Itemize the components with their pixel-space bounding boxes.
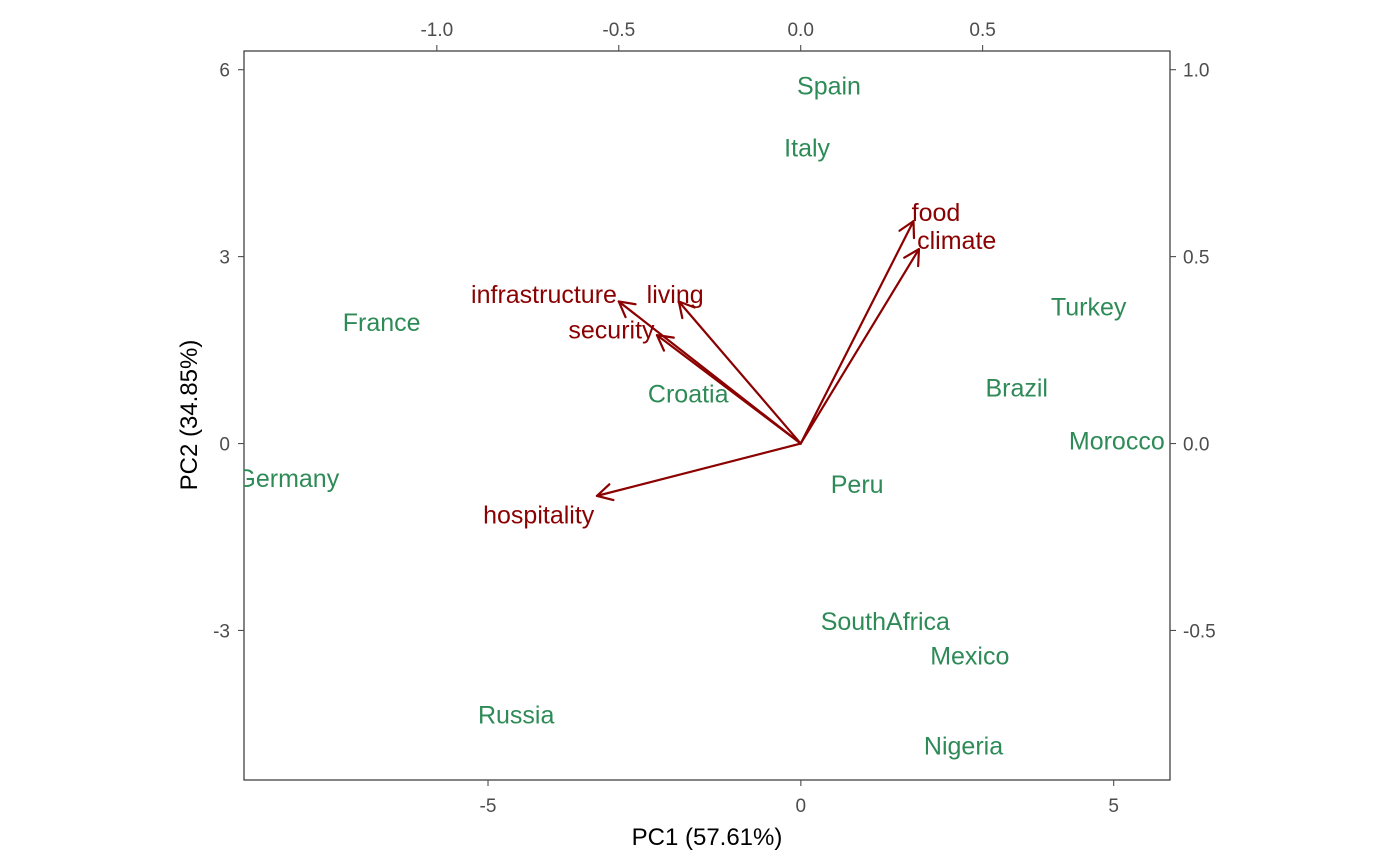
y-tick-label: -3 xyxy=(213,621,230,642)
variable-arrow xyxy=(655,334,802,445)
variable-label: food xyxy=(912,199,961,227)
right-y-tick-label: 0.0 xyxy=(1183,435,1209,456)
observation-label: Germany xyxy=(236,465,339,493)
x-axis-title: PC1 (57.61%) xyxy=(632,824,783,851)
x-tick-label: -5 xyxy=(480,796,497,817)
top-x-tick-label: 0.0 xyxy=(787,20,813,41)
x-tick-label: 5 xyxy=(1108,796,1119,817)
y-tick-label: 0 xyxy=(219,435,230,456)
variable-arrow xyxy=(677,300,802,445)
observation-label: Italy xyxy=(784,135,830,163)
observation-label: Morocco xyxy=(1069,427,1165,455)
observation-label: Croatia xyxy=(648,381,729,409)
observation-label: France xyxy=(343,309,421,337)
observation-label: Spain xyxy=(797,72,861,100)
observation-labels: Spain Italy France Turkey Brazil Croatia Moroc… xyxy=(236,72,1165,761)
variable-label: hospitality xyxy=(483,502,595,530)
observation-label: Nigeria xyxy=(924,733,1003,761)
observation-label: Turkey xyxy=(1051,293,1127,321)
right-y-tick-label: 0.5 xyxy=(1183,248,1209,269)
variable-label: security xyxy=(568,317,655,345)
observation-label: Peru xyxy=(831,471,884,499)
observation-label: Brazil xyxy=(985,374,1048,402)
variable-arrow xyxy=(799,248,921,445)
observation-label: Russia xyxy=(478,702,555,730)
variable-arrow xyxy=(799,220,916,445)
right-y-tick-label: 1.0 xyxy=(1183,61,1209,82)
observation-label: Mexico xyxy=(930,642,1009,670)
y-tick-label: 6 xyxy=(219,61,230,82)
top-x-tick-label: -0.5 xyxy=(602,20,635,41)
top-x-tick-label: 0.5 xyxy=(969,20,995,41)
variable-label: climate xyxy=(917,227,996,255)
variable-label: infrastructure xyxy=(471,281,617,309)
y-tick-label: 3 xyxy=(219,248,230,269)
x-tick-label: 0 xyxy=(796,796,807,817)
right-y-tick-label: -0.5 xyxy=(1183,621,1216,642)
variable-label: living xyxy=(647,281,704,309)
top-x-tick-label: -1.0 xyxy=(420,20,453,41)
observation-label: SouthAfrica xyxy=(821,608,950,636)
variable-arrow xyxy=(595,442,802,502)
plot-panel-border xyxy=(243,50,1171,781)
variable-arrows xyxy=(595,220,921,502)
axis-ticks: -5 0 5 -3 0 3 6 -1.0 -0.5 0.0 0.5 -0.5 0.0 0.5 1.0 xyxy=(213,20,1216,817)
y-axis-title: PC2 (34.85%) xyxy=(176,340,203,491)
